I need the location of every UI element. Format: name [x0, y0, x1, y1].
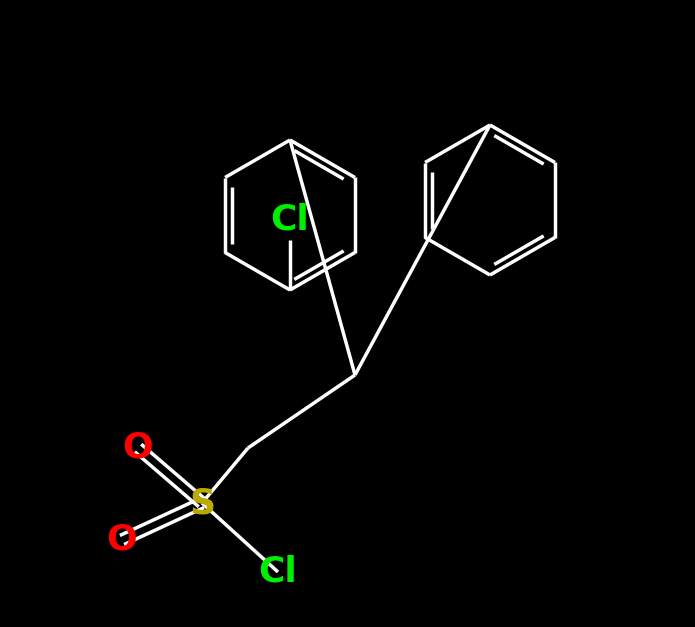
Text: Cl: Cl [259, 555, 297, 589]
Text: Cl: Cl [270, 202, 309, 236]
Text: S: S [189, 486, 215, 520]
Text: O: O [106, 523, 138, 557]
Text: O: O [122, 431, 154, 465]
